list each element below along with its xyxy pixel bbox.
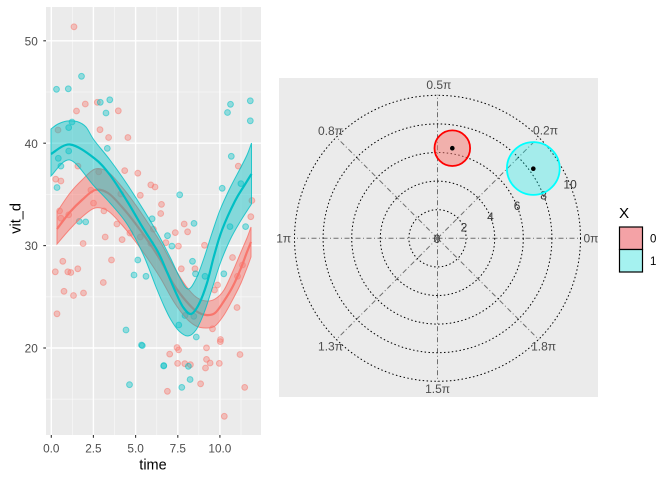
svg-text:50: 50 <box>25 34 39 48</box>
svg-text:4: 4 <box>487 210 494 224</box>
svg-text:1: 1 <box>650 256 656 268</box>
svg-text:10: 10 <box>563 178 577 192</box>
svg-text:vit_d: vit_d <box>9 203 25 234</box>
svg-text:0.8π: 0.8π <box>318 124 343 138</box>
svg-text:10.0: 10.0 <box>208 441 231 455</box>
svg-text:time: time <box>139 458 166 474</box>
svg-text:8: 8 <box>540 188 547 202</box>
svg-text:0: 0 <box>434 232 441 246</box>
svg-text:X: X <box>619 205 629 222</box>
svg-text:0: 0 <box>650 233 656 245</box>
svg-text:0.5π: 0.5π <box>426 78 451 92</box>
svg-text:20: 20 <box>25 342 39 356</box>
svg-text:1.5π: 1.5π <box>425 382 450 396</box>
svg-text:1.8π: 1.8π <box>531 339 556 353</box>
svg-text:1.3π: 1.3π <box>318 339 343 353</box>
svg-text:0.2π: 0.2π <box>533 124 558 138</box>
svg-text:7.5: 7.5 <box>170 441 187 455</box>
svg-text:1π: 1π <box>276 232 291 246</box>
svg-text:0π: 0π <box>584 232 599 246</box>
svg-text:40: 40 <box>25 137 39 151</box>
svg-text:0.0: 0.0 <box>43 441 60 455</box>
svg-text:30: 30 <box>25 239 39 253</box>
svg-text:5.0: 5.0 <box>127 441 144 455</box>
svg-text:2: 2 <box>461 221 468 235</box>
svg-text:6: 6 <box>514 199 521 213</box>
svg-text:2.5: 2.5 <box>85 441 102 455</box>
